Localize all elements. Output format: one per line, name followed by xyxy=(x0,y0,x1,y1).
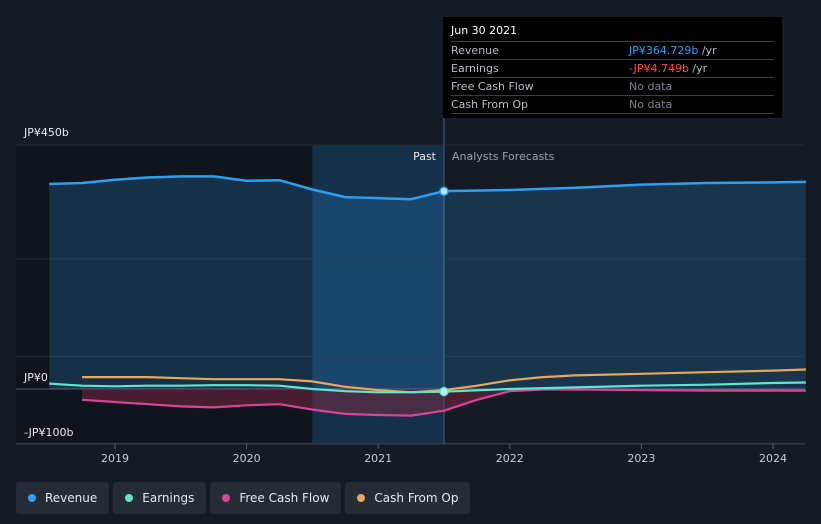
x-tick-label: 2022 xyxy=(496,452,524,465)
x-tick-label: 2023 xyxy=(627,452,655,465)
tooltip-unit: /yr xyxy=(698,44,717,57)
legend-dot-icon xyxy=(28,494,36,502)
legend-dot-icon xyxy=(125,494,134,502)
legend-label: Cash From Op xyxy=(374,491,459,505)
chart-legend: Revenue Earnings Free Cash Flow Cash Fro… xyxy=(16,482,471,514)
legend-item-cash-from-op[interactable]: Cash From Op xyxy=(345,482,471,514)
x-tick-label: 2019 xyxy=(101,452,129,465)
y-tick-label: JP¥0 xyxy=(23,371,48,384)
revenue-highlight-point xyxy=(439,186,449,196)
legend-dot-icon xyxy=(222,494,231,502)
revenue-line xyxy=(49,175,806,201)
past-label: Past xyxy=(413,150,437,163)
legend-item-revenue[interactable]: Revenue xyxy=(16,482,110,514)
tooltip-unit: /yr xyxy=(688,62,708,75)
tooltip-date: Jun 30 2021 xyxy=(451,24,518,37)
free-cash-flow-line xyxy=(82,388,806,417)
tooltip-row-cash-from-op: Cash From Op No data xyxy=(451,95,774,114)
tooltip-row-earnings: Earnings -JP¥4.749b /yr xyxy=(451,59,774,77)
y-tick-label: JP¥450b xyxy=(23,126,69,139)
tooltip-value: JP¥364.729b xyxy=(629,44,699,57)
earnings-highlight-point xyxy=(439,386,449,397)
tooltip-label: Free Cash Flow xyxy=(451,80,534,93)
tooltip-value: No data xyxy=(629,98,673,111)
tooltip-label: Earnings xyxy=(451,62,499,75)
legend-label: Revenue xyxy=(45,491,98,505)
revenue-area xyxy=(49,176,806,389)
tooltip-value: -JP¥4.749b xyxy=(629,62,689,75)
earnings-line xyxy=(49,381,806,394)
x-tick-label: 2024 xyxy=(759,452,787,465)
free-cash-flow-area xyxy=(82,389,543,416)
tooltip-row-free-cash-flow: Free Cash Flow No data xyxy=(451,77,774,95)
forecast-label: Analysts Forecasts xyxy=(452,150,555,163)
legend-dot-icon xyxy=(357,494,366,502)
tooltip-label: Cash From Op xyxy=(451,98,529,111)
chart-tooltip: Jun 30 2021 Revenue JP¥364.729b /yr Earn… xyxy=(443,17,782,118)
y-tick-label: -JP¥100b xyxy=(24,426,73,439)
tooltip-value: No data xyxy=(629,80,673,93)
legend-item-earnings[interactable]: Earnings xyxy=(113,482,207,514)
tooltip-label: Revenue xyxy=(451,44,499,57)
x-tick-label: 2020 xyxy=(233,452,261,465)
legend-label: Earnings xyxy=(142,491,195,505)
x-tick-label: 2021 xyxy=(364,452,392,465)
legend-item-free-cash-flow[interactable]: Free Cash Flow xyxy=(210,482,342,514)
legend-label: Free Cash Flow xyxy=(239,491,330,505)
tooltip-row-revenue: Revenue JP¥364.729b /yr xyxy=(451,41,774,59)
